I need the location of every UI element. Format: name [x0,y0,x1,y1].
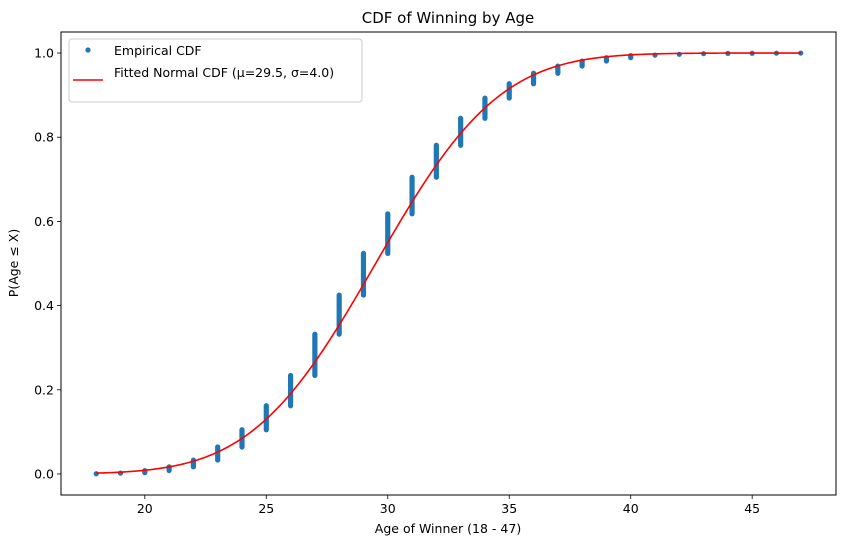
y-tick-label: 0.4 [34,298,54,313]
chart-title: CDF of Winning by Age [362,9,534,27]
legend-empirical-marker [85,47,91,53]
x-tick-label: 20 [137,501,153,516]
empirical-cdf-point [798,50,804,56]
x-tick-label: 35 [501,501,517,516]
y-tick-label: 0.2 [34,382,54,397]
legend: Empirical CDF Fitted Normal CDF (μ=29.5,… [68,38,363,103]
plot-area [60,31,837,496]
x-tick-label: 45 [744,501,760,516]
y-tick-label: 1.0 [34,46,54,61]
x-tick-label: 40 [623,501,639,516]
x-tick-label: 25 [258,501,274,516]
x-axis-label: Age of Winner (18 - 47) [375,521,521,536]
y-axis-label: P(Age ≤ X) [6,229,21,297]
x-tick-label: 30 [380,501,396,516]
empirical-cdf-point [676,51,682,57]
y-tick-label: 0.0 [34,466,54,481]
fitted-normal-cdf-line [96,52,801,474]
legend-box [68,38,363,103]
legend-empirical-label: Empirical CDF [114,43,202,58]
y-tick-label: 0.6 [34,214,54,229]
y-tick-label: 0.8 [34,130,54,145]
legend-fitted-label: Fitted Normal CDF (μ=29.5, σ=4.0) [114,65,334,80]
y-axis: 0.0 0.2 0.4 0.6 0.8 1.0 [34,46,61,481]
x-axis: 20 25 30 35 40 45 [137,495,760,516]
fitted-normal-cdf-curve [96,52,801,474]
